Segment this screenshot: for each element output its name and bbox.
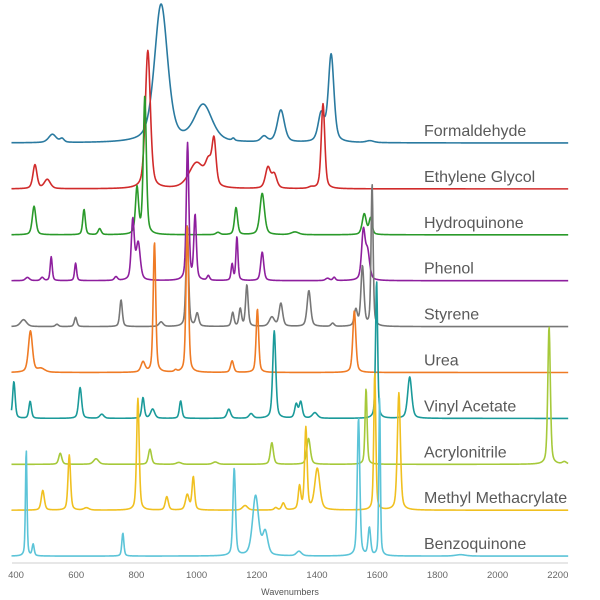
x-tick-label: 1000 <box>186 570 207 581</box>
x-tick-label: 1800 <box>427 570 448 581</box>
traces <box>10 3 569 557</box>
series-label: Vinyl Acetate <box>424 398 516 415</box>
x-axis-ticks: 400 600 800 1000 1200 1400 1600 1800 2000 2200 <box>8 570 568 581</box>
x-tick-label: 1200 <box>246 570 267 581</box>
series-label: Methyl Methacrylate <box>424 490 567 507</box>
series-label: Benzoquinone <box>424 536 526 553</box>
series-label: Phenol <box>424 261 474 278</box>
x-tick-label: 1400 <box>306 570 327 581</box>
x-tick-label: 800 <box>128 570 144 581</box>
x-tick-label: 600 <box>68 570 84 581</box>
series-label: Styrene <box>424 307 479 324</box>
x-tick-label: 1600 <box>367 570 388 581</box>
series-labels: Formaldehyde Ethylene Glycol Hydroquinone P… <box>424 123 567 553</box>
series-label: Hydroquinone <box>424 215 524 232</box>
spectrum-urea <box>11 225 569 374</box>
x-tick-label: 2000 <box>487 570 508 581</box>
x-tick-label: 2200 <box>547 570 568 581</box>
spectrum-benzoquinone <box>11 397 569 557</box>
spectrum-styrene <box>11 184 569 328</box>
spectrum-hydroquinone <box>11 95 569 236</box>
series-label: Ethylene Glycol <box>424 169 535 186</box>
spectrum-methyl-methacrylate <box>11 372 569 511</box>
spectrum-vinyl-acetate <box>10 281 569 420</box>
spectrum-formaldehyde <box>11 3 569 144</box>
spectrum-ethylene-glycol <box>11 49 569 190</box>
spectrum-phenol <box>11 141 569 282</box>
spectrum-acrylonitrile <box>11 326 569 466</box>
series-label: Acrylonitrile <box>424 444 507 461</box>
x-tick-label: 400 <box>8 570 24 581</box>
x-axis-label: Wavenumbers <box>261 587 319 597</box>
series-label: Urea <box>424 353 459 370</box>
series-label: Formaldehyde <box>424 123 526 140</box>
